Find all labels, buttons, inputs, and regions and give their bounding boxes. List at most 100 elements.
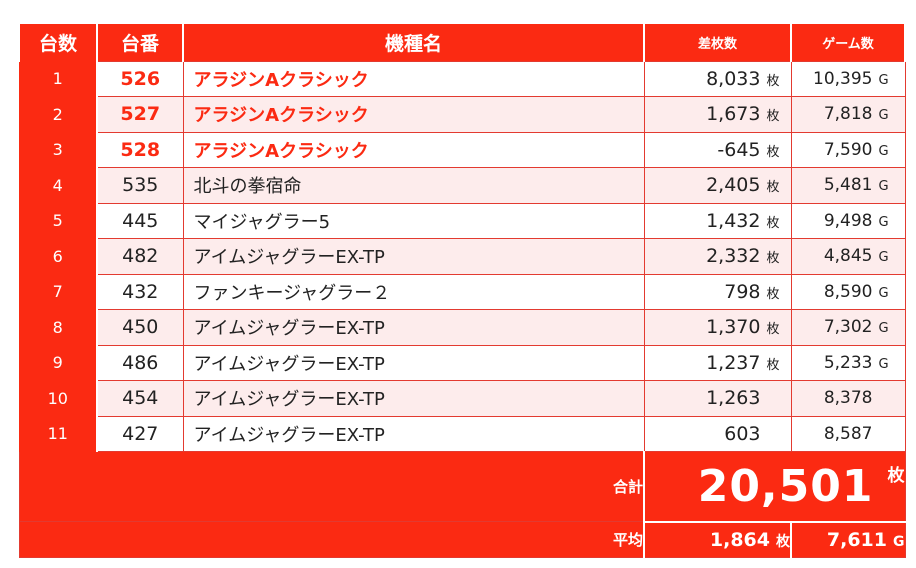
summary-total-row: 合計 20,501 枚 — [18, 451, 906, 523]
table-row: 8 450 アイムジャグラーEX-TP 1,370 枚 7,302 G — [18, 309, 906, 346]
row-games-cell: 8,590 G — [790, 273, 906, 310]
row-model-name: アラジンAクラシック — [182, 96, 645, 133]
row-diff-unit: 枚 — [766, 73, 780, 89]
table-row: 1 526 アラジンAクラシック 8,033 枚 10,395 G — [18, 60, 906, 97]
header-diff: 差枚数 — [643, 24, 792, 61]
row-rank: 6 — [18, 238, 98, 275]
row-games: 5,233 — [823, 352, 873, 373]
row-machine-no: 486 — [96, 344, 184, 381]
row-machine-no: 454 — [96, 380, 184, 417]
row-diff: 603 — [724, 422, 761, 445]
row-games-cell: 4,845 G — [790, 238, 906, 275]
table-row: 11 427 アイムジャグラーEX-TP 603 8,587 — [18, 415, 906, 452]
row-games-cell: 8,378 — [790, 380, 906, 417]
row-rank: 8 — [18, 309, 98, 346]
summary-total-label: 合計 — [18, 451, 645, 522]
row-games-unit: G — [878, 179, 889, 195]
summary-average-games: 7,611 — [826, 528, 887, 551]
slot-results-table: 台数 台番 機種名 差枚数 ゲーム数 1 526 アラジンAクラシック 8,033 枚 1… — [18, 24, 906, 558]
header-model: 機種名 — [182, 24, 645, 61]
row-diff-cell: -645 枚 — [643, 131, 792, 168]
row-rank: 9 — [18, 344, 98, 381]
table-body: 1 526 アラジンAクラシック 8,033 枚 10,395 G 2 527 アラジンAクラシッ… — [18, 60, 906, 558]
table-row: 6 482 アイムジャグラーEX-TP 2,332 枚 4,845 G — [18, 238, 906, 275]
summary-average-row: 平均 1,864 枚 7,611 G — [18, 521, 906, 558]
row-diff-cell: 1,263 — [643, 380, 792, 417]
row-model-name: アイムジャグラーEX-TP — [182, 238, 645, 275]
row-machine-no: 535 — [96, 167, 184, 204]
row-rank: 11 — [18, 415, 98, 452]
row-rank: 7 — [18, 273, 98, 310]
row-rank: 3 — [18, 131, 98, 168]
row-model-name: アイムジャグラーEX-TP — [182, 380, 645, 417]
row-games: 5,481 — [823, 175, 873, 196]
summary-average-label: 平均 — [18, 521, 645, 558]
row-games-cell: 10,395 G — [790, 60, 906, 97]
row-diff-cell: 2,405 枚 — [643, 167, 792, 204]
row-rank: 10 — [18, 380, 98, 417]
row-games: 7,302 — [823, 317, 873, 338]
row-diff-unit: 枚 — [766, 322, 780, 338]
row-machine-no: 482 — [96, 238, 184, 275]
table-row: 7 432 ファンキージャグラー２ 798 枚 8,590 G — [18, 273, 906, 310]
row-diff-cell: 798 枚 — [643, 273, 792, 310]
row-games-unit: G — [878, 214, 889, 230]
row-games-unit: G — [878, 143, 889, 159]
summary-average-diff-unit: 枚 — [776, 533, 790, 550]
summary-average-games-unit: G — [893, 533, 905, 550]
row-games: 4,845 — [823, 246, 873, 267]
row-rank: 5 — [18, 202, 98, 239]
table-row: 4 535 北斗の拳宿命 2,405 枚 5,481 G — [18, 167, 906, 204]
table-row: 3 528 アラジンAクラシック -645 枚 7,590 G — [18, 131, 906, 168]
row-games: 7,590 — [823, 139, 873, 160]
summary-average-diff-cell: 1,864 枚 — [643, 521, 792, 558]
row-games-unit: G — [878, 321, 889, 337]
row-diff-unit: 枚 — [766, 215, 780, 231]
row-diff: 2,332 — [706, 245, 761, 268]
row-machine-no: 527 — [96, 96, 184, 133]
row-games-cell: 7,302 G — [790, 309, 906, 346]
row-diff-cell: 1,432 枚 — [643, 202, 792, 239]
row-model-name: 北斗の拳宿命 — [182, 167, 645, 204]
row-diff-cell: 603 — [643, 415, 792, 452]
row-machine-no: 526 — [96, 60, 184, 97]
row-model-name: アイムジャグラーEX-TP — [182, 309, 645, 346]
row-games-unit: G — [878, 72, 889, 88]
row-games-unit: G — [878, 356, 889, 372]
row-games: 7,818 — [823, 104, 873, 125]
summary-average-games-cell: 7,611 G — [790, 521, 906, 558]
row-diff-unit: 枚 — [766, 180, 780, 196]
row-diff-cell: 1,673 枚 — [643, 96, 792, 133]
row-diff-cell: 1,237 枚 — [643, 344, 792, 381]
row-games-cell: 5,233 G — [790, 344, 906, 381]
row-diff: 1,673 — [706, 103, 761, 126]
summary-total-unit: 枚 — [887, 465, 905, 486]
row-diff: 1,432 — [706, 209, 761, 232]
row-diff-cell: 8,033 枚 — [643, 60, 792, 97]
row-games-cell: 5,481 G — [790, 167, 906, 204]
header-rank: 台数 — [18, 24, 98, 61]
row-diff-cell: 1,370 枚 — [643, 309, 792, 346]
row-diff-unit: 枚 — [766, 251, 780, 267]
summary-average-diff: 1,864 — [709, 528, 770, 551]
row-games-cell: 8,587 — [790, 415, 906, 452]
header-machine-no: 台番 — [96, 24, 184, 61]
row-games-cell: 7,590 G — [790, 131, 906, 168]
row-rank: 1 — [18, 60, 98, 97]
row-diff: 8,033 — [706, 67, 761, 90]
row-model-name: アラジンAクラシック — [182, 60, 645, 97]
row-machine-no: 432 — [96, 273, 184, 310]
row-games: 8,587 — [823, 423, 873, 444]
row-diff: 1,370 — [706, 316, 761, 339]
row-diff-unit: 枚 — [766, 357, 780, 373]
row-diff: 2,405 — [706, 174, 761, 197]
row-rank: 2 — [18, 96, 98, 133]
row-model-name: アイムジャグラーEX-TP — [182, 344, 645, 381]
row-games-cell: 9,498 G — [790, 202, 906, 239]
row-games: 8,590 — [823, 281, 873, 302]
table-row: 10 454 アイムジャグラーEX-TP 1,263 8,378 — [18, 380, 906, 417]
row-games-unit: G — [878, 250, 889, 266]
row-games: 8,378 — [823, 388, 873, 409]
summary-total-value: 20,501 — [697, 460, 874, 512]
summary-total-cell: 20,501 枚 — [643, 451, 906, 523]
